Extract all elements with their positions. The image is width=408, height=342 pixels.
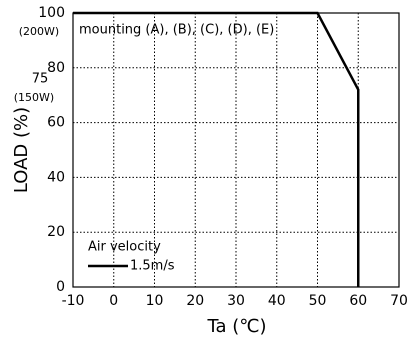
y-tick-label: 20 bbox=[47, 224, 65, 240]
y-tick-label: 80 bbox=[47, 60, 65, 76]
x-tick-label: 50 bbox=[309, 293, 327, 309]
y-tick-label: 40 bbox=[47, 169, 65, 185]
y-tick-label: 0 bbox=[56, 279, 65, 295]
legend-title: Air velocity bbox=[88, 240, 161, 255]
x-tick-label: 0 bbox=[109, 293, 118, 309]
data-line bbox=[73, 11, 360, 287]
load-note: (150W) bbox=[14, 91, 54, 104]
y-tick-label: 60 bbox=[47, 115, 65, 131]
load-note: (200W) bbox=[19, 25, 59, 38]
x-tick-label: 70 bbox=[390, 293, 408, 309]
x-tick-label: 40 bbox=[268, 293, 286, 309]
x-axis-label: Ta (℃) bbox=[206, 316, 266, 337]
x-tick-label: 60 bbox=[349, 293, 367, 309]
legend-label: 1.5m/s bbox=[130, 259, 175, 274]
x-tick-label: 10 bbox=[146, 293, 164, 309]
y-axis-label: LOAD (%) bbox=[11, 107, 32, 193]
y-tick-label: 100 bbox=[38, 5, 65, 21]
load-note: 75 bbox=[32, 72, 49, 87]
annotation: mounting (A), (B), (C), (D), (E) bbox=[79, 23, 274, 38]
x-tick-label: 30 bbox=[227, 293, 245, 309]
x-tick-label: 20 bbox=[186, 293, 204, 309]
x-tick-label: -10 bbox=[62, 293, 85, 309]
